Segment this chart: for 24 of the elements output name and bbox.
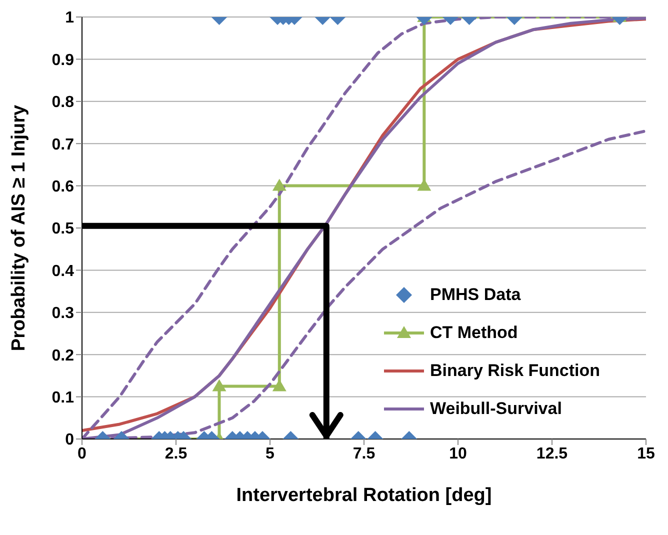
x-tick-label: 10	[449, 445, 467, 462]
y-tick-label: 0.8	[52, 94, 74, 112]
x-tick-label: 0	[78, 445, 87, 462]
legend-label: CT Method	[430, 323, 518, 343]
x-tick-label: 12.5	[536, 445, 568, 462]
y-axis-title: Probability of AIS ≥ 1 Injury	[8, 104, 30, 352]
y-tick-label: 0.4	[52, 262, 74, 280]
legend-label: Weibull-Survival	[430, 399, 562, 419]
x-tick-label: 2.5	[164, 445, 188, 462]
y-tick-label: 0.2	[52, 347, 74, 364]
x-tick-label: 7.5	[352, 445, 376, 462]
x-tick-label: 15	[637, 445, 655, 462]
y-tick-label: 0.1	[52, 389, 74, 406]
legend-label: PMHS Data	[430, 285, 521, 305]
x-axis-title: Intervertebral Rotation [deg]	[236, 485, 492, 506]
y-tick-label: 0.9	[52, 52, 74, 69]
legend-label: Binary Risk Function	[430, 361, 600, 381]
y-tick-label: 0.5	[52, 220, 74, 238]
y-tick-label: 0.3	[52, 305, 74, 322]
y-tick-label: 0	[65, 432, 74, 449]
y-tick-label: 0.7	[52, 136, 74, 154]
y-tick-label: 0.6	[52, 178, 74, 196]
y-tick-label: 1	[65, 10, 74, 27]
x-tick-label: 5	[266, 445, 275, 462]
